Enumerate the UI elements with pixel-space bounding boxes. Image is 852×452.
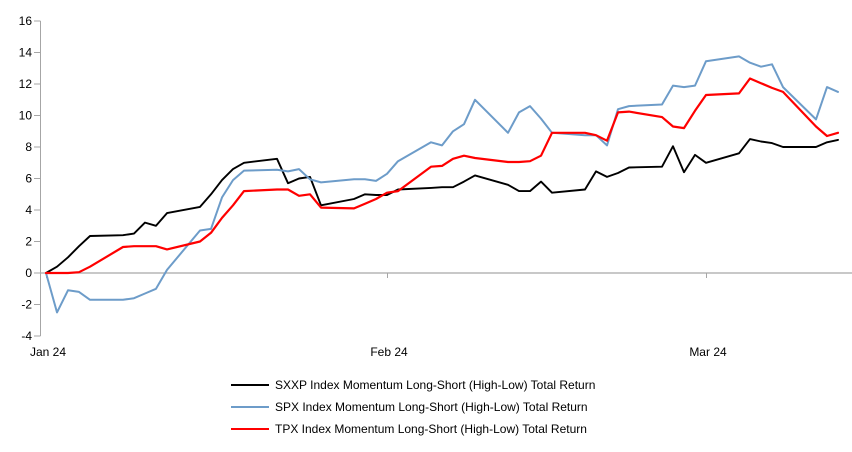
x-axis-tick-label: Feb 24 <box>370 345 408 359</box>
y-axis-tick-label: 16 <box>19 14 33 28</box>
legend-line-swatch-tpx <box>231 428 269 430</box>
series-line-sxxp <box>45 138 839 274</box>
y-axis-tick-label: 14 <box>19 46 33 60</box>
y-axis-tick-label: 8 <box>25 140 32 154</box>
x-axis-tick-label: Mar 24 <box>689 345 727 359</box>
x-axis-tick-label: Jan 24 <box>30 345 66 359</box>
legend-line-swatch-spx <box>231 406 269 408</box>
legend-label: SPX Index Momentum Long-Short (High-Low)… <box>275 400 588 414</box>
legend-item: TPX Index Momentum Long-Short (High-Low)… <box>231 418 595 440</box>
y-axis-tick-label: 10 <box>19 109 33 123</box>
series-line-spx <box>45 55 839 314</box>
y-axis-tick-label: -2 <box>21 298 32 312</box>
y-axis-tick-label: 6 <box>25 172 32 186</box>
y-axis-tick-label: 2 <box>25 235 32 249</box>
y-axis-tick-label: 4 <box>25 203 32 217</box>
legend-label: TPX Index Momentum Long-Short (High-Low)… <box>275 422 587 436</box>
series-line-tpx <box>44 77 840 275</box>
legend-line-swatch-sxxp <box>231 384 269 386</box>
y-axis-tick-label: 0 <box>25 266 32 280</box>
legend-item: SXXP Index Momentum Long-Short (High-Low… <box>231 374 595 396</box>
legend-label: SXXP Index Momentum Long-Short (High-Low… <box>275 378 596 392</box>
legend-item: SPX Index Momentum Long-Short (High-Low)… <box>231 396 595 418</box>
y-axis-tick-label: -4 <box>21 329 32 343</box>
y-axis-tick-label: 12 <box>19 77 33 91</box>
legend: SXXP Index Momentum Long-Short (High-Low… <box>231 374 595 440</box>
